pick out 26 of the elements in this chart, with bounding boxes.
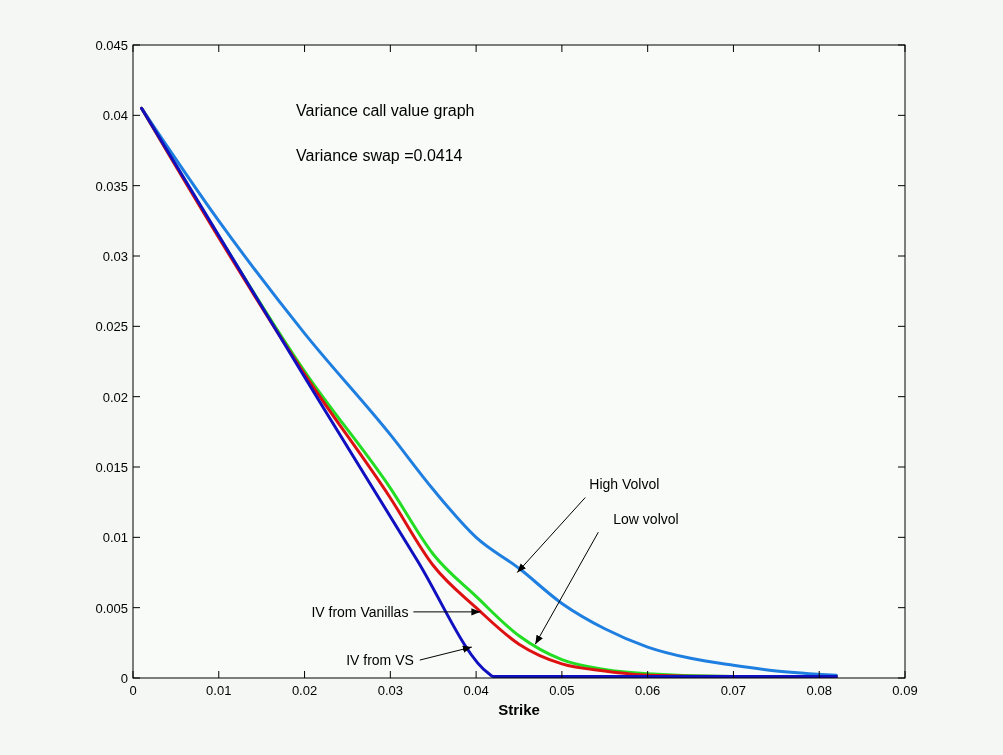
x-tick-label: 0.03 [377,683,403,698]
annotation: Variance call value graph [296,102,475,119]
x-tick-label: 0.05 [549,683,575,698]
y-tick-label: 0.035 [95,178,128,194]
annotation: IV from Vanillas [311,603,409,620]
y-tick-label: 0.02 [102,389,128,405]
x-tick-label: 0.07 [720,683,747,698]
y-tick-label: 0.01 [102,530,128,546]
x-tick-label: 0.04 [463,683,489,698]
annotation: Low volvol [613,511,679,528]
y-tick-label: 0.025 [95,319,128,335]
annotation: IV from VS [346,652,414,669]
y-tick-label: 0.04 [102,108,128,124]
annotation: High Volvol [589,475,660,492]
x-axis-title: Strike [498,701,540,718]
y-tick-label: 0.03 [102,249,128,264]
x-tick-label: 0.09 [892,683,918,698]
x-tick-label: 0.08 [806,683,832,698]
annotation: Variance swap =0.0414 [296,147,463,164]
x-tick-label: 0.02 [291,683,318,698]
x-tick-label: 0.06 [635,683,661,698]
y-tick-label: 0.015 [95,460,128,475]
y-tick-label: 0 [120,671,128,686]
x-tick-label: 0.01 [206,683,232,698]
y-tick-label: 0.045 [95,38,128,53]
y-tick-label: 0.005 [95,600,128,616]
